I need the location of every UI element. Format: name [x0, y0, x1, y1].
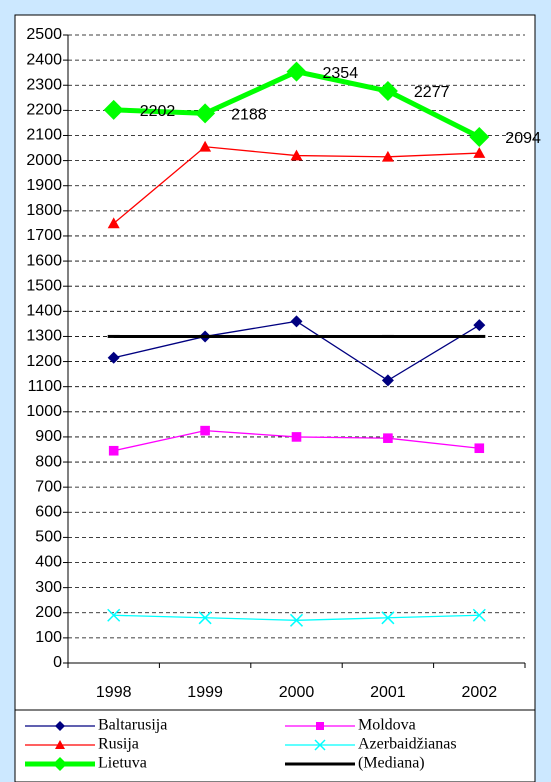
- y-tick-label: 1600: [26, 252, 62, 269]
- marker: [383, 433, 393, 443]
- y-tick-label: 100: [35, 629, 62, 646]
- marker: [195, 103, 216, 124]
- marker: [473, 319, 486, 332]
- x-tick-label: 2001: [370, 684, 406, 701]
- marker: [377, 81, 398, 102]
- x-tick-label: 1998: [96, 684, 132, 701]
- y-tick-label: 1900: [26, 177, 62, 194]
- marker: [199, 140, 212, 152]
- y-tick-label: 1800: [26, 202, 62, 219]
- marker: [289, 613, 304, 627]
- marker: [474, 443, 485, 454]
- legend-label: Azerbaidžianas: [358, 736, 457, 753]
- marker: [290, 315, 303, 328]
- marker: [198, 611, 212, 625]
- y-tick-label: 500: [35, 529, 62, 546]
- y-tick-label: 1300: [26, 328, 62, 345]
- y-tick-label: 900: [35, 428, 62, 445]
- legend-marker: [53, 757, 67, 771]
- y-tick-label: 1500: [26, 277, 62, 294]
- y-tick-label: 0: [53, 654, 62, 671]
- marker: [381, 374, 394, 387]
- y-tick-label: 2500: [26, 26, 62, 43]
- y-tick-label: 400: [35, 554, 62, 571]
- legend-label: (Mediana): [358, 755, 425, 772]
- legend-label: Rusija: [98, 736, 139, 753]
- marker: [381, 150, 394, 162]
- marker: [291, 432, 302, 442]
- x-tick-label: 2002: [462, 684, 498, 701]
- marker: [473, 147, 486, 158]
- chart-area: [14, 14, 536, 711]
- legend-label: Lietuva: [98, 755, 147, 772]
- data-label: 2188: [231, 107, 267, 124]
- legend-marker: [314, 739, 326, 751]
- marker: [472, 608, 486, 622]
- marker: [286, 61, 307, 82]
- y-tick-label: 200: [35, 604, 62, 621]
- y-tick-label: 2300: [26, 76, 62, 93]
- y-tick-label: 1400: [26, 303, 62, 320]
- marker: [200, 425, 210, 436]
- legend-marker: [316, 722, 324, 730]
- marker: [469, 126, 490, 147]
- data-label: 2094: [505, 130, 541, 147]
- legend-marker: [55, 740, 65, 749]
- y-tick-label: 800: [35, 453, 62, 470]
- y-tick-label: 1200: [26, 353, 62, 370]
- y-tick-label: 1000: [26, 403, 62, 420]
- y-tick-label: 300: [35, 579, 62, 596]
- y-tick-label: 1700: [26, 227, 62, 244]
- x-tick-label: 1999: [187, 684, 223, 701]
- marker: [290, 149, 303, 161]
- x-tick-label: 2000: [279, 684, 315, 701]
- y-tick-label: 2400: [26, 51, 62, 68]
- y-tick-label: 1100: [28, 378, 63, 395]
- legend-label: Baltarusija: [98, 717, 167, 734]
- marker: [107, 217, 120, 229]
- legend-box: [14, 709, 536, 782]
- y-tick-label: 2200: [26, 102, 62, 119]
- marker: [103, 99, 124, 120]
- marker: [381, 611, 395, 625]
- y-tick-label: 700: [35, 478, 62, 495]
- y-tick-label: 2100: [26, 127, 62, 144]
- data-label: 2202: [140, 103, 176, 120]
- data-label: 2277: [414, 84, 450, 101]
- marker: [108, 445, 119, 456]
- marker: [107, 608, 121, 622]
- data-label: 2354: [323, 65, 359, 82]
- legend-marker: [55, 721, 65, 731]
- legend-label: Moldova: [358, 717, 416, 734]
- marker: [107, 351, 120, 364]
- y-tick-label: 2000: [26, 152, 62, 169]
- y-tick-label: 600: [35, 503, 62, 520]
